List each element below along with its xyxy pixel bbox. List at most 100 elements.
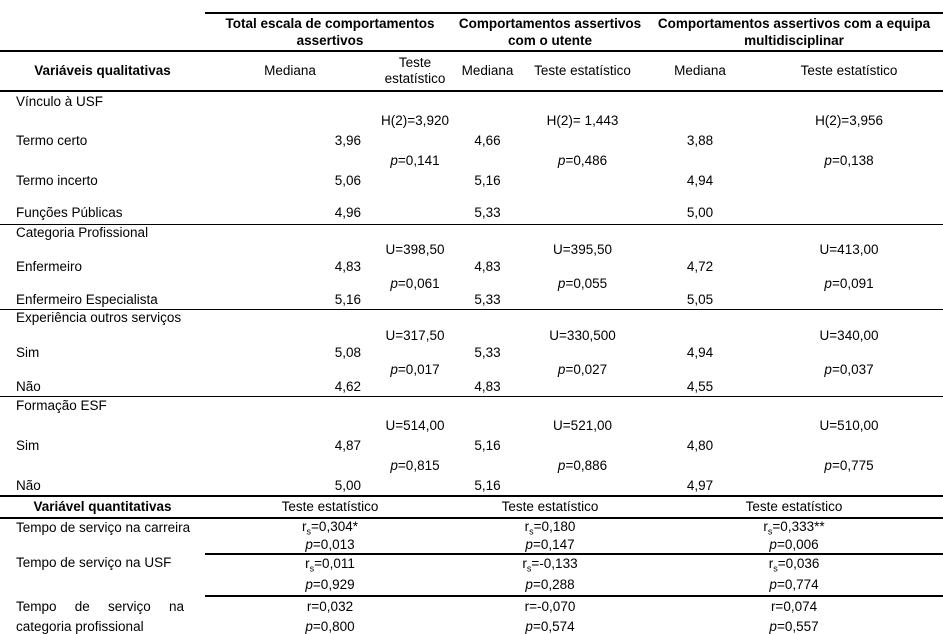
test-statistic: U=340,00 — [819, 327, 879, 343]
category-label: Sim — [16, 438, 40, 454]
p-value: p=0,037 — [824, 361, 874, 377]
p-value: p=0,929 — [205, 574, 456, 597]
column-header-teste: Teste estatístico — [645, 495, 943, 519]
p-value: p=0,800 — [205, 616, 456, 634]
test-statistic: H(2)=3,956 — [815, 113, 883, 129]
test-statistic: U=510,00 — [819, 418, 879, 434]
p-value: p=0,027 — [557, 361, 608, 377]
column-header-teste: Teste estatístico — [520, 51, 646, 92]
column-header-mediana: Mediana — [455, 51, 521, 92]
median-value: 5,16 — [474, 438, 501, 454]
median-value: 4,96 — [334, 204, 361, 220]
p-value: p=0,288 — [455, 574, 646, 597]
p-value: p=0,815 — [390, 458, 440, 474]
median-value: 4,55 — [686, 378, 714, 394]
p-value: p=0,775 — [824, 458, 874, 474]
p-value: p=0,147 — [455, 537, 646, 555]
column-header-row: Variáveis qualitativas Mediana Teste est… — [0, 51, 943, 92]
median-value: 5,08 — [334, 344, 361, 360]
correlation-value: rs=-0,133 — [522, 555, 578, 574]
category-label: Termo certo — [16, 133, 88, 149]
test-statistic: U=521,00 — [553, 418, 612, 434]
median-value: 3,88 — [686, 133, 714, 149]
median-value: 3,96 — [334, 133, 361, 149]
p-value: p=0,557 — [645, 616, 943, 634]
correlation-value: r=0,074 — [770, 598, 818, 614]
category-label: Sim — [16, 344, 40, 360]
section-label: Categoria Profissional — [0, 223, 205, 241]
variable-label: Tempo de serviço na carreira — [16, 520, 191, 535]
p-value: p=0,061 — [390, 275, 440, 291]
median-value: 4,94 — [686, 173, 714, 189]
median-value: 5,00 — [686, 204, 714, 220]
p-value: p=0,091 — [824, 275, 874, 291]
median-value: 4,80 — [686, 438, 714, 454]
p-value: p=0,138 — [824, 153, 874, 169]
p-value: p=0,141 — [390, 153, 440, 169]
column-header-teste: Teste estatístico — [755, 51, 943, 92]
median-value: 4,66 — [474, 133, 501, 149]
median-value: 5,33 — [474, 344, 501, 360]
test-statistic: U=514,00 — [385, 418, 445, 434]
variable-label: Tempo de serviço na categoria profission… — [0, 595, 205, 634]
p-value: p=0,013 — [205, 537, 456, 555]
correlation-value: rs=0,011 — [305, 555, 355, 574]
column-header-teste: Teste estatístico — [375, 51, 456, 92]
column-header-teste: Teste estatístico — [455, 495, 646, 519]
test-statistic: H(2)=3,920 — [381, 113, 449, 129]
variable-label-text: Tempo de serviço na categoria profission… — [16, 598, 184, 634]
category-label: Termo incerto — [16, 173, 98, 189]
correlation-value: rs=0,333** — [763, 519, 825, 537]
correlation-value: r=0,032 — [306, 598, 354, 614]
category-label: Enfermeiro Especialista — [16, 292, 158, 308]
group-header-total: Total escala de comportamentos assertivo… — [205, 12, 456, 52]
test-statistic: U=317,50 — [385, 327, 445, 343]
median-value: 4,83 — [334, 258, 361, 274]
median-value: 4,97 — [686, 477, 714, 493]
p-value: p=0,886 — [557, 458, 608, 474]
median-value: 5,16 — [334, 292, 361, 308]
column-header-mediana: Mediana — [205, 51, 375, 92]
correlation-value: rs=0,036 — [768, 555, 820, 574]
median-value: 4,72 — [686, 258, 714, 274]
correlation-value: r=-0,070 — [524, 598, 576, 614]
section-label: Experiência outros serviços — [0, 308, 205, 327]
correlation-value: rs=0,304* — [302, 519, 358, 537]
median-value: 4,87 — [334, 438, 361, 454]
category-label: Não — [16, 378, 41, 394]
p-value: p=0,574 — [455, 616, 646, 634]
median-value: 4,94 — [686, 344, 714, 360]
test-statistic: U=398,50 — [385, 241, 445, 257]
test-statistic: U=395,50 — [553, 241, 612, 257]
column-header-mediana: Mediana — [645, 51, 756, 92]
median-value: 4,83 — [474, 378, 501, 394]
variable-label: Tempo de serviço na USF — [16, 554, 172, 570]
group-header-utente: Comportamentos assertivos com o utente — [455, 12, 646, 52]
section-label: Formação ESF — [0, 395, 205, 416]
p-value: p=0,017 — [390, 361, 440, 377]
test-statistic: H(2)= 1,443 — [546, 113, 619, 129]
median-value: 5,16 — [474, 173, 501, 189]
p-value: p=0,006 — [645, 537, 943, 555]
median-value: 4,83 — [474, 258, 501, 274]
category-label: Enfermeiro — [16, 258, 83, 274]
category-label: Não — [16, 477, 41, 493]
median-value: 5,33 — [474, 204, 501, 220]
group-header-equipa: Comportamentos assertivos com a equipa m… — [645, 12, 943, 52]
median-value: 5,16 — [474, 477, 501, 493]
quantitative-variables-header: Variável quantitativas — [0, 495, 205, 519]
test-statistic: U=413,00 — [819, 241, 879, 257]
p-value: p=0,055 — [557, 275, 608, 291]
quantitative-header-row: Variável quantitativas Teste estatístico… — [0, 495, 943, 519]
section-label: Vínculo à USF — [16, 93, 104, 109]
median-value: 5,05 — [686, 292, 714, 308]
test-statistic: U=330,500 — [549, 327, 616, 343]
median-value: 4,62 — [334, 378, 361, 394]
p-value: p=0,486 — [557, 153, 608, 169]
qualitative-variables-header: Variáveis qualitativas — [0, 51, 205, 92]
group-header-row: Total escala de comportamentos assertivo… — [0, 12, 943, 52]
correlation-value: rs=0,180 — [524, 519, 576, 537]
median-value: 5,06 — [334, 173, 361, 189]
assertive-behaviour-statistics-table: Total escala de comportamentos assertivo… — [0, 12, 943, 634]
p-value: p=0,774 — [645, 574, 943, 597]
